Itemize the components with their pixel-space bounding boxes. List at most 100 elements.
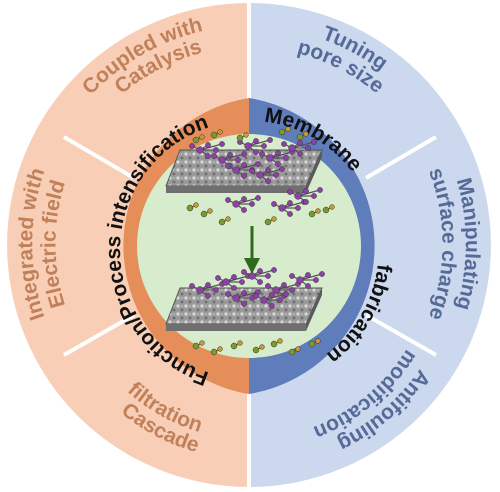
molecule-atom [272,286,280,294]
ion-atom [225,216,231,222]
molecule-atom [305,145,311,151]
molecule-atom [271,201,277,207]
center-illustration [165,126,335,356]
molecule-bond [269,151,293,159]
ion-atom [308,340,316,348]
molecule-atom [253,149,259,155]
molecule-atom [297,151,303,157]
molecule-atom [311,193,317,199]
molecule-atom [241,151,247,157]
ion-atom [217,346,223,352]
ion-atom [322,206,330,214]
molecule-atom [260,296,268,304]
molecule-atom [253,293,259,299]
molecule-atom [287,211,293,217]
molecule-atom [277,297,283,303]
molecule-atom [294,192,302,200]
molecule-atom [265,283,271,289]
molecule-bond [259,168,283,176]
molecule-bond [281,201,305,209]
molecule-atom [205,153,211,159]
molecule-atom [241,290,247,296]
ion-atom [277,338,283,344]
molecule-atom [269,292,275,298]
molecule-atom [265,178,271,184]
molecule-atom [255,195,261,201]
molecule-bond [225,275,249,283]
molecule-bond [235,197,259,205]
ion-atom [315,208,321,214]
molecule-atom [303,188,309,194]
molecule-atom [248,272,256,280]
ion-atom [237,340,243,346]
ion-atom [217,129,223,135]
molecule-atom [255,161,261,167]
molecule-atom [288,144,296,152]
molecule-atom [297,140,303,146]
molecule-atom [271,267,277,273]
molecule-atom [241,269,247,275]
down-arrow-icon [244,226,260,274]
molecule-atom [232,166,240,174]
molecule-atom [239,279,245,285]
ion-atom [285,126,291,132]
molecule-bond [297,189,321,197]
molecule-atom [232,200,240,208]
ion-atom [264,218,272,226]
ion-atom [252,346,260,354]
molecule-bond [235,163,259,171]
molecule-atom [289,273,295,279]
molecule-atom [241,162,247,168]
molecule-bond [275,283,299,291]
ion-atom [315,338,321,344]
ion-atom [270,340,278,348]
ion-atom [295,346,301,352]
molecule-atom [235,157,241,163]
molecule-atom [266,154,274,162]
molecule-bond [199,143,223,151]
molecule-atom [278,204,286,212]
ion-atom [207,208,213,214]
molecule-bond [299,273,323,281]
ion-atom [329,204,335,210]
molecule-bond [263,293,287,301]
ion-atom [199,340,205,346]
molecule-atom [231,274,237,280]
molecule-atom [287,200,293,206]
ion-atom [200,210,208,218]
ion-atom [303,131,309,137]
molecule-atom [279,166,285,172]
molecule-atom [189,143,195,149]
molecule-bond [235,291,259,299]
molecule-atom [189,283,195,289]
ion-atom [278,128,286,136]
molecule-atom [196,286,204,294]
molecule-atom [281,282,287,288]
molecule-atom [281,141,287,147]
molecule-atom [289,287,295,293]
molecule-atom [205,142,211,148]
molecule-atom [249,168,255,174]
molecule-atom [215,275,221,281]
molecule-atom [241,207,247,213]
molecule-atom [241,196,247,202]
molecule-atom [257,279,263,285]
molecule-atom [249,201,255,207]
molecule-atom [295,205,301,211]
molecule-atom [225,163,231,169]
molecule-atom [241,301,247,307]
ion-atom [193,202,199,208]
molecule-atom [303,199,309,205]
molecule-atom [196,146,204,154]
ion-atom [199,134,205,140]
molecule-clusters [186,126,335,356]
molecule-atom [311,139,317,145]
molecule-atom [283,155,289,161]
molecule-atom [305,272,311,278]
ion-atom [210,131,218,139]
molecule-atom [205,293,211,299]
molecule-atom [273,172,279,178]
molecule-atom [218,156,226,164]
